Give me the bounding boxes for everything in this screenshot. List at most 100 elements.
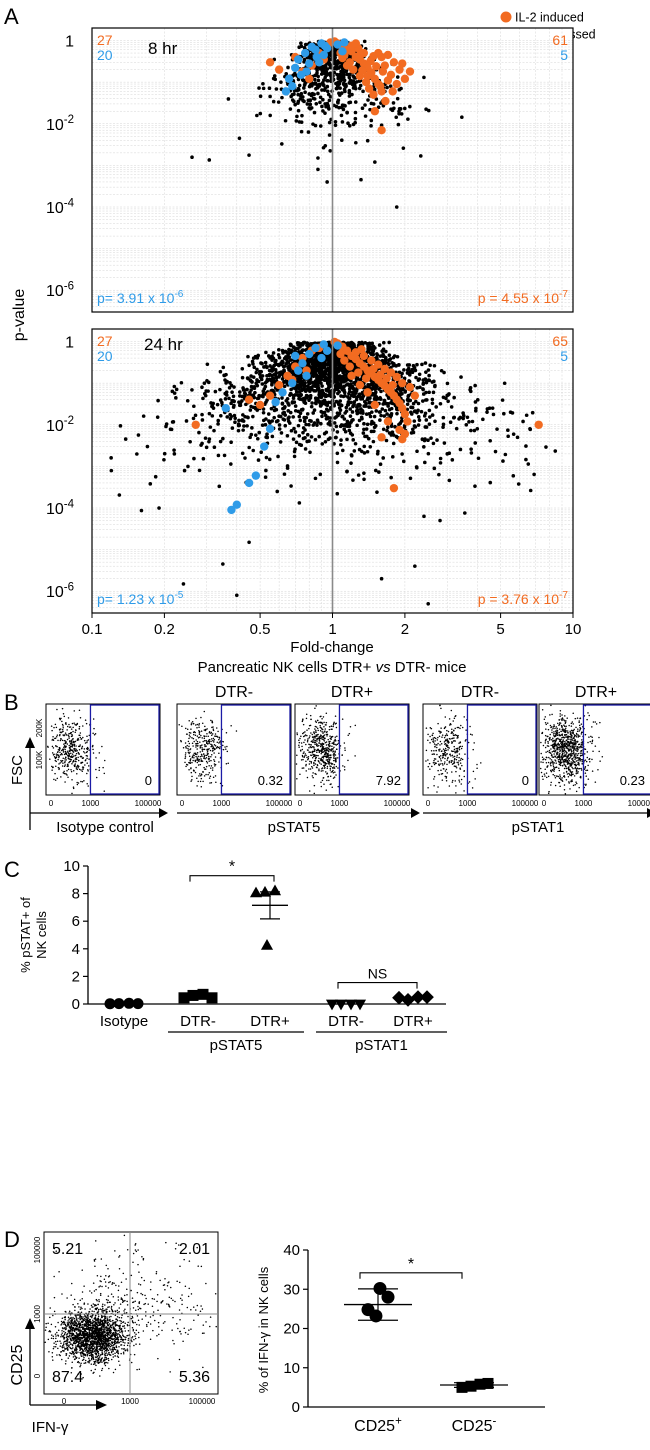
gene-point xyxy=(312,92,316,97)
flow-event xyxy=(77,767,79,769)
gene-point xyxy=(348,407,352,411)
gene-point-outlier xyxy=(316,167,320,172)
gene-point xyxy=(218,369,223,374)
gene-point xyxy=(305,412,310,416)
flow-event xyxy=(208,757,210,760)
gene-point xyxy=(304,415,309,420)
gene-point xyxy=(339,442,343,447)
flow-event xyxy=(200,758,202,760)
gene-point xyxy=(279,431,284,435)
gene-point xyxy=(532,472,536,477)
gene-point xyxy=(417,418,422,422)
subplot-title-0: 8 hr xyxy=(148,39,178,58)
gene-point xyxy=(475,398,480,402)
gene-point xyxy=(313,476,318,481)
flow-event xyxy=(309,714,312,717)
gene-point xyxy=(449,405,454,409)
gene-point xyxy=(528,488,533,493)
gene-point xyxy=(302,419,307,424)
repressed-gene-point xyxy=(288,378,297,388)
gene-point xyxy=(172,391,177,395)
flow-event xyxy=(332,723,335,726)
flow-event xyxy=(186,733,188,735)
flow-event xyxy=(190,767,192,769)
flow-event xyxy=(57,754,60,757)
flow-event xyxy=(326,735,328,737)
gene-point xyxy=(270,379,274,384)
flow-event xyxy=(323,783,325,785)
flow-event xyxy=(318,739,321,741)
flow-event xyxy=(206,750,209,752)
flow-event xyxy=(64,732,67,734)
gene-point xyxy=(421,387,425,392)
gene-point xyxy=(293,102,297,107)
gene-point xyxy=(524,444,528,448)
flow-event xyxy=(62,727,64,729)
flow-event xyxy=(323,747,326,750)
gene-point xyxy=(347,389,352,394)
flow-event xyxy=(86,762,88,764)
gene-point xyxy=(306,130,311,134)
gene-point-outlier xyxy=(197,468,202,473)
flow-event xyxy=(52,747,55,749)
flow-event xyxy=(303,751,305,753)
gene-point xyxy=(312,77,317,82)
gene-point xyxy=(232,385,236,389)
gene-point xyxy=(293,447,297,451)
flow-event xyxy=(192,731,195,734)
repressed-gene-point xyxy=(304,59,314,68)
flow-event xyxy=(68,726,71,728)
gene-point xyxy=(347,75,352,80)
gene-point xyxy=(292,92,296,96)
gene-point xyxy=(261,410,266,415)
flow-event xyxy=(71,761,74,763)
flow-event xyxy=(308,727,310,730)
flow-event xyxy=(319,724,321,727)
flow-event xyxy=(311,750,314,753)
gene-point xyxy=(340,414,345,419)
gene-point xyxy=(333,119,338,124)
gene-point xyxy=(309,404,314,409)
flow-event xyxy=(312,776,314,779)
gene-point xyxy=(334,104,339,109)
flow-event xyxy=(69,740,71,742)
flow-event xyxy=(321,767,324,769)
gene-point xyxy=(430,397,435,402)
gene-point xyxy=(314,86,318,91)
flow-event xyxy=(218,742,220,744)
flow-event xyxy=(61,707,64,710)
flow-event xyxy=(334,751,336,753)
gene-point xyxy=(316,65,320,70)
gene-point xyxy=(290,370,295,374)
flow-event xyxy=(55,726,58,729)
gene-point-outlier xyxy=(316,156,320,160)
gene-point-outlier xyxy=(475,426,480,431)
flow-event xyxy=(80,756,83,758)
flow-event xyxy=(64,750,67,753)
gene-point xyxy=(321,109,325,113)
flow-event xyxy=(103,772,106,775)
gene-point xyxy=(296,346,300,351)
gene-point xyxy=(327,133,332,137)
flow-x-tick: 100000 xyxy=(135,799,162,808)
gene-point xyxy=(241,419,246,423)
gene-point xyxy=(350,433,355,437)
gene-point xyxy=(259,450,263,455)
flow-event xyxy=(310,746,312,749)
flow-event xyxy=(85,754,88,757)
flow-event xyxy=(302,752,305,754)
gene-point xyxy=(346,382,350,386)
gene-point xyxy=(118,424,123,428)
gene-point xyxy=(427,373,431,378)
gene-point xyxy=(210,414,215,418)
gene-point xyxy=(191,416,196,421)
gene-point xyxy=(423,377,428,381)
gene-point xyxy=(401,146,406,150)
flow-event xyxy=(76,783,79,786)
y-tick-label-base: 10 xyxy=(46,418,64,435)
gene-point xyxy=(292,454,297,459)
gene-point xyxy=(411,427,415,432)
flow-event xyxy=(208,742,210,744)
pvalue-right-exp: -7 xyxy=(559,590,568,601)
